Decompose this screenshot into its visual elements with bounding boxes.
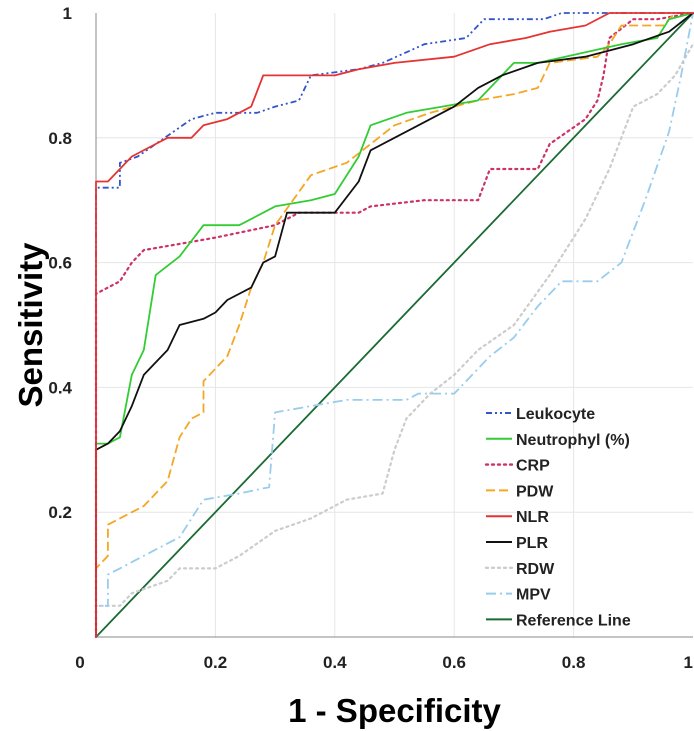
plot-area [94, 11, 694, 639]
series-line-neutrophyl [95, 12, 694, 637]
legend-label-pdw: PDW [516, 483, 554, 500]
legend-label-crp: CRP [516, 458, 550, 475]
legend-label-neutrophyl: Neutrophyl (%) [516, 432, 630, 449]
series-line-mpv [95, 12, 694, 637]
legend-label-leukocyte: Leukocyte [516, 406, 595, 423]
y-tick-label: 0.6 [48, 254, 72, 273]
series-line-leukocyte [95, 12, 693, 637]
legend-label-mpv: MPV [516, 587, 551, 604]
legend-label-reference-line: Reference Line [516, 612, 631, 629]
y-axis-title: Sensitivity [12, 242, 49, 408]
series-line-plr [95, 12, 694, 637]
legend-label-rdw: RDW [516, 561, 555, 578]
series-line-crp [94, 11, 694, 639]
x-tick-label: 0.2 [204, 653, 228, 672]
x-tick-label: 1 [684, 653, 693, 672]
x-tick-label: 0.6 [442, 653, 466, 672]
x-tick-label: 0.8 [562, 653, 586, 672]
legend-label-nlr: NLR [516, 509, 549, 526]
series-lines [94, 11, 694, 639]
x-tick-label: 0 [75, 653, 84, 672]
y-tick-label: 1 [63, 4, 72, 23]
series-line-reference-line [95, 12, 694, 638]
series-line-nlr [95, 12, 693, 637]
y-tick-label: 0.2 [48, 503, 72, 522]
y-tick-label: 0.4 [48, 378, 72, 397]
x-axis-title: 1 - Specificity [288, 692, 501, 729]
grid-lines [96, 13, 693, 637]
legend: Leukocyte Neutrophyl (%) CRP PDW NLR PLR RDW MP… [484, 406, 631, 629]
y-tick-label: 0.8 [48, 129, 72, 148]
series-line-pdw [95, 12, 693, 637]
legend-label-plr: PLR [516, 535, 548, 552]
tick-labels: 0 0.2 0.4 0.6 0.8 1 0.2 0.4 0.6 0.8 1 [48, 4, 693, 672]
x-tick-label: 0.4 [323, 653, 347, 672]
series-line-rdw [94, 43, 694, 639]
